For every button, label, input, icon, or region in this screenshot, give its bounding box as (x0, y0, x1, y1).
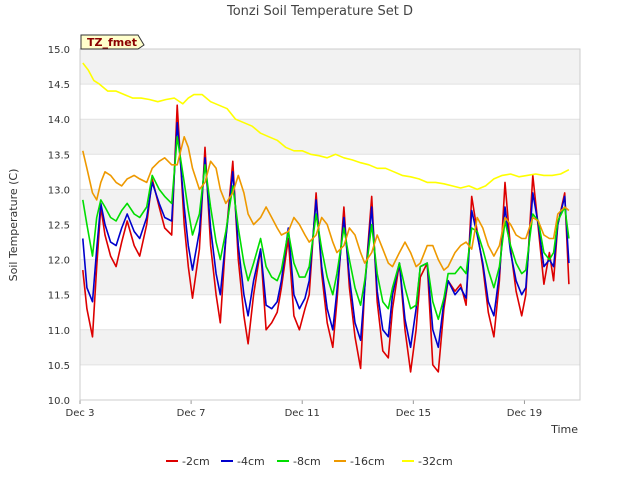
grid-band (80, 84, 580, 120)
series-line--32cm (82, 62, 570, 191)
y-tick-label: 14.5 (48, 80, 70, 91)
x-tick-label: Dec 19 (507, 408, 542, 419)
series-line--8cm (82, 136, 570, 321)
y-tick-label: 13.5 (48, 150, 70, 161)
chart-title: Tonzi Soil Temperature Set D (226, 4, 413, 19)
x-tick-label: Dec 7 (177, 408, 206, 419)
grid-band (80, 294, 580, 330)
y-tick-label: 10.5 (48, 361, 70, 372)
series-line--4cm (82, 121, 570, 349)
series-line--16cm (82, 136, 570, 271)
grid-band (80, 224, 580, 260)
x-axis-ticks: Dec 3 Dec 7 Dec 11 Dec 15 Dec 19 (66, 400, 542, 419)
y-tick-label: 12.0 (48, 256, 70, 267)
y-tick-label: 15.0 (48, 45, 70, 56)
y-tick-label: 12.5 (48, 221, 70, 232)
tag-box: TZ_fmet (80, 34, 145, 50)
legend-label: -8cm (293, 455, 321, 468)
x-tick-label: Dec 3 (66, 408, 95, 419)
legend: -2cm -4cm -8cm -16cm -32cm (166, 455, 453, 468)
grid-band (80, 259, 580, 295)
y-tick-label: 10.0 (48, 396, 70, 407)
x-tick-label: Dec 11 (285, 408, 320, 419)
series-line--2cm (82, 104, 570, 373)
grid-band (80, 119, 580, 155)
grid-band (80, 49, 580, 85)
plot-background (80, 48, 580, 401)
y-tick-label: 13.0 (48, 185, 70, 196)
tag-label: TZ_fmet (87, 36, 137, 49)
y-axis-label: Soil Temperature (C) (7, 169, 20, 282)
grid-band (80, 154, 580, 190)
x-axis-label: Time (550, 423, 578, 436)
grid-band (80, 364, 580, 400)
legend-label: -16cm (350, 455, 385, 468)
x-tick-label: Dec 15 (396, 408, 431, 419)
legend-label: -32cm (418, 455, 453, 468)
y-tick-label: 14.0 (48, 115, 70, 126)
legend-label: -2cm (182, 455, 210, 468)
y-tick-label: 11.0 (48, 326, 70, 337)
plot-lines (82, 62, 570, 373)
y-axis-ticks: 10.0 10.5 11.0 11.5 12.0 12.5 13.0 13.5 14.0 14.5… (48, 45, 70, 407)
plot-frame (79, 48, 581, 401)
legend-label: -4cm (237, 455, 265, 468)
y-tick-label: 11.5 (48, 291, 70, 302)
